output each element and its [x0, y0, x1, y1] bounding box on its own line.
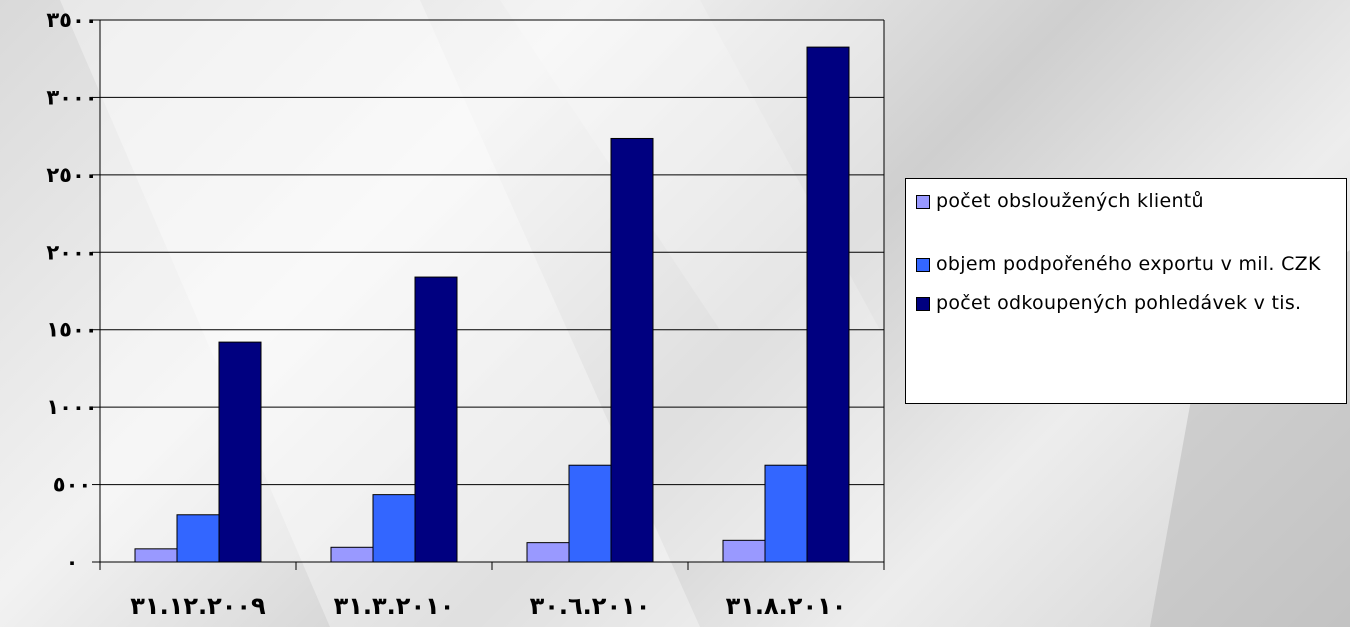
bars — [134, 46, 850, 563]
y-tick-label: ٠ — [66, 550, 79, 574]
bar — [722, 539, 766, 563]
bar — [330, 546, 374, 563]
legend-entry: objem podpořeného exportu v mil. CZK — [916, 252, 1338, 277]
bar — [526, 542, 570, 563]
bar — [372, 494, 416, 563]
x-tick-label: ٣١.٣.٢٠١٠ — [334, 592, 455, 620]
bar — [568, 464, 612, 563]
x-axis-ticks: ٣١.١٢.٢٠٠٩ ٣١.٣.٢٠١٠ ٣٠.٦.٢٠١٠ ٣١.٨.٢٠١٠ — [99, 562, 885, 620]
y-tick-label: ٢٠٠٠ — [46, 240, 97, 264]
y-tick-label: ١٠٠٠ — [46, 395, 97, 419]
legend-swatch — [916, 297, 930, 311]
legend-swatch — [916, 195, 930, 209]
legend-label: počet odkoupených pohledávek v tis. — [936, 292, 1302, 314]
bar — [806, 46, 850, 563]
x-tick-label: ٣١.١٢.٢٠٠٩ — [130, 592, 266, 620]
y-axis-ticks: ٠ ٥٠٠ ١٠٠٠ ١٥٠٠ ٢٠٠٠ ٢٥٠٠ ٣٠٠٠ ٣٥٠٠ — [46, 8, 100, 574]
bar — [610, 137, 654, 563]
gridlines — [100, 19, 884, 486]
legend-label: objem podpořeného exportu v mil. CZK — [936, 253, 1321, 275]
legend-label: počet obsloužených klientů — [936, 190, 1204, 212]
x-tick-label: ٣١.٨.٢٠١٠ — [726, 592, 847, 620]
bar — [218, 341, 262, 563]
legend-swatch — [916, 258, 930, 272]
x-tick-label: ٣٠.٦.٢٠١٠ — [530, 592, 651, 620]
y-tick-label: ٣٠٠٠ — [46, 85, 97, 109]
y-tick-label: ٥٠٠ — [53, 473, 91, 497]
bar — [764, 464, 808, 563]
y-tick-label: ٢٥٠٠ — [46, 163, 97, 187]
y-tick-label: ٣٥٠٠ — [46, 8, 97, 32]
bar — [414, 276, 458, 563]
legend: počet obsloužených klientů objem podpořen… — [905, 178, 1347, 404]
bar — [176, 514, 220, 563]
bar — [134, 548, 178, 563]
legend-entry: počet odkoupených pohledávek v tis. — [916, 291, 1338, 316]
y-tick-label: ١٥٠٠ — [46, 318, 97, 342]
legend-entry: počet obsloužených klientů — [916, 189, 1338, 214]
